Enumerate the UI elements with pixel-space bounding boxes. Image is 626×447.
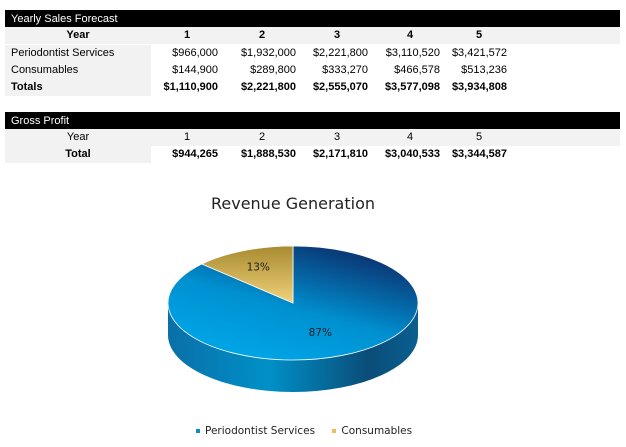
cell: $1,888,530 [240, 148, 296, 160]
data-label: 87% [309, 327, 332, 339]
legend-item: Periodontist Services [196, 425, 315, 437]
year-header: 3 [333, 131, 341, 143]
profit-total-row: Total $944,265 $1,888,530 $2,171,810 $3,… [5, 146, 620, 163]
legend-label: Consumables [341, 425, 413, 437]
cell: $2,171,810 [312, 148, 368, 160]
cell: $3,110,520 [385, 47, 440, 59]
year-header: 4 [406, 29, 414, 41]
data-label: 13% [247, 261, 270, 273]
row-label: Totals [5, 79, 151, 96]
year-header: 3 [333, 29, 341, 41]
chart-legend: Periodontist Services Consumables [196, 425, 412, 437]
cell: $2,221,800 [240, 81, 296, 93]
year-header: 2 [258, 131, 266, 143]
cell: $3,421,572 [451, 47, 507, 59]
chart-title: Revenue Generation [210, 194, 376, 213]
cell: $144,900 [172, 64, 218, 76]
year-header: 1 [183, 131, 191, 143]
table-row: Periodontist Services $966,000 $1,932,00… [5, 45, 620, 62]
year-header: 4 [406, 131, 414, 143]
year-header: 5 [475, 131, 483, 143]
cell: $3,040,533 [384, 148, 440, 160]
year-header: 5 [475, 29, 483, 41]
sales-year-row: Year 1 2 3 4 5 [5, 27, 620, 44]
cell: $289,800 [250, 64, 296, 76]
cell: $333,270 [322, 64, 368, 76]
table-row: Consumables $144,900 $289,800 $333,270 $… [5, 62, 620, 79]
cell: $1,932,000 [240, 47, 296, 59]
legend-swatch [332, 429, 337, 433]
cell: $966,000 [172, 47, 218, 59]
pie-side-wall [168, 303, 418, 392]
year-header: 1 [183, 29, 191, 41]
cell: $3,577,098 [384, 81, 440, 93]
row-label: Total [5, 146, 151, 163]
year-header: 2 [258, 29, 266, 41]
cell: $466,578 [394, 64, 440, 76]
totals-row: Totals $1,110,900 $2,221,800 $2,555,070 … [5, 79, 620, 96]
cell: $1,110,900 [163, 81, 218, 93]
year-label: Year [5, 27, 151, 44]
cell: $3,934,808 [451, 81, 507, 93]
sales-header: Yearly Sales Forecast [5, 10, 620, 27]
year-label: Year [5, 129, 151, 146]
legend-label: Periodontist Services [205, 425, 316, 437]
cell: $2,221,800 [312, 47, 368, 59]
row-label: Periodontist Services [5, 45, 151, 62]
cell: $944,265 [172, 148, 218, 160]
pie-slice-periodontist-services [167, 245, 419, 361]
cell: $3,344,587 [451, 148, 507, 160]
profit-header: Gross Profit [5, 112, 620, 129]
profit-year-row: Year 1 2 3 4 5 [5, 129, 620, 146]
legend-swatch [196, 429, 200, 433]
row-label: Consumables [5, 62, 151, 79]
pie-slice-consumables [200, 245, 294, 304]
cell: $2,555,070 [312, 81, 368, 93]
cell: $513,236 [461, 64, 507, 76]
legend-item: Consumables [332, 425, 412, 437]
